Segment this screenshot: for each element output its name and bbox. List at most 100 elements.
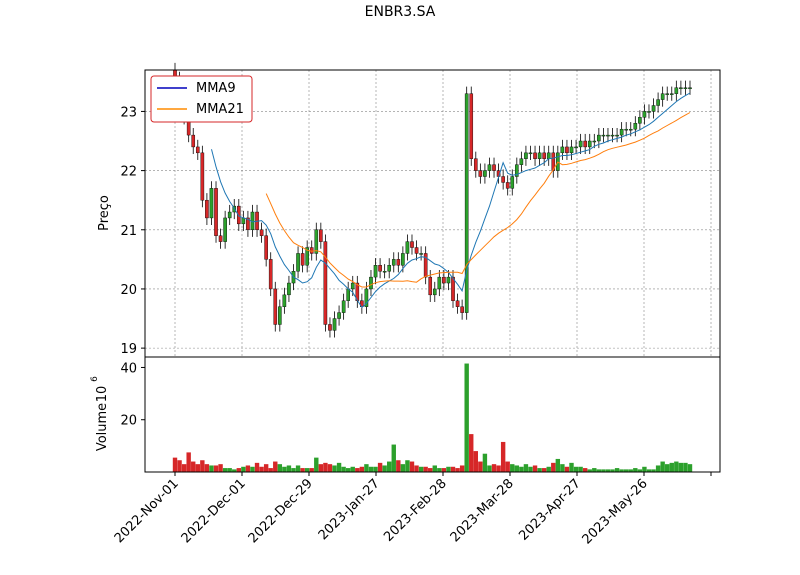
candle-body bbox=[300, 253, 305, 266]
volume-bar bbox=[505, 461, 510, 472]
candle-body bbox=[287, 282, 291, 296]
candle-body bbox=[419, 253, 423, 255]
candle-body bbox=[615, 134, 619, 137]
volume-bar bbox=[387, 461, 392, 472]
volume-bar bbox=[300, 468, 305, 472]
volume-bar bbox=[523, 464, 529, 472]
volume-bar bbox=[623, 469, 629, 472]
candle-body bbox=[565, 146, 569, 154]
volume-bar bbox=[181, 464, 187, 472]
candle-body bbox=[205, 199, 209, 219]
volume-bar bbox=[382, 465, 387, 472]
volume-bar bbox=[222, 468, 228, 472]
volume-bar bbox=[186, 452, 191, 472]
volume-bar bbox=[655, 465, 661, 472]
candle-body bbox=[610, 134, 615, 137]
candle-body bbox=[442, 276, 446, 284]
mma21-line bbox=[265, 112, 691, 288]
candle-body bbox=[432, 288, 437, 296]
volume-bar bbox=[286, 465, 292, 472]
volume-bar bbox=[633, 468, 638, 472]
candle-body bbox=[209, 188, 214, 219]
volume-bar bbox=[232, 469, 237, 472]
volume-bar bbox=[619, 469, 624, 472]
candle-body bbox=[524, 152, 528, 159]
volume-bar bbox=[405, 460, 410, 472]
candle-body bbox=[510, 176, 515, 189]
legend-mma21-label: MMA21 bbox=[196, 102, 244, 117]
candle-body bbox=[341, 300, 346, 313]
volume-bar bbox=[592, 468, 597, 472]
volume-bar bbox=[336, 462, 342, 472]
volume-bar bbox=[669, 462, 674, 472]
volume-bar bbox=[469, 434, 474, 472]
volume-bar bbox=[291, 468, 296, 472]
candle-body bbox=[674, 87, 679, 94]
volume-bar bbox=[564, 466, 570, 472]
volume-bar bbox=[332, 465, 337, 472]
volume-bar bbox=[218, 464, 223, 472]
volume-bar bbox=[327, 464, 333, 472]
volume-bar bbox=[514, 465, 520, 472]
volume-bar bbox=[478, 461, 483, 472]
volume-bar bbox=[646, 469, 652, 472]
candle-body bbox=[574, 146, 578, 149]
volume-bar bbox=[519, 466, 524, 472]
x-tick-label: 2023-Apr-27 bbox=[516, 476, 583, 543]
volume-bar bbox=[391, 444, 396, 472]
candle-body bbox=[246, 217, 250, 230]
price-y-axis-label: Preço bbox=[97, 195, 112, 231]
volume-bar bbox=[355, 468, 360, 472]
volume-bar bbox=[400, 464, 406, 472]
volume-bar bbox=[177, 460, 182, 472]
price-y-ticks: 19 20 21 22 23 bbox=[120, 105, 145, 357]
volume-bar bbox=[546, 466, 551, 472]
candle-body bbox=[218, 235, 223, 242]
candle-body bbox=[328, 324, 332, 331]
candle-body bbox=[373, 265, 378, 278]
candle-body bbox=[396, 259, 401, 266]
candle-body bbox=[282, 294, 287, 307]
price-y-tick-label: 20 bbox=[120, 283, 137, 298]
candle-body bbox=[533, 152, 537, 159]
volume-bar bbox=[491, 464, 497, 472]
candle-body bbox=[483, 170, 487, 177]
volume-bar bbox=[282, 466, 287, 472]
volume-bar bbox=[368, 466, 374, 472]
candle-body bbox=[227, 211, 232, 219]
volume-bar bbox=[605, 469, 611, 472]
volume-bar bbox=[637, 469, 643, 472]
candle-body bbox=[473, 158, 478, 171]
volume-bar bbox=[473, 451, 478, 472]
volume-bar bbox=[195, 464, 200, 472]
x-tick-label: 2023-May-26 bbox=[580, 476, 651, 547]
candle-body bbox=[660, 93, 665, 100]
chart-title: ENBR3.SA bbox=[365, 4, 436, 20]
volume-y-tick-label: 40 bbox=[120, 361, 137, 376]
volume-bar bbox=[660, 461, 665, 472]
candle-body bbox=[410, 241, 414, 248]
volume-bar bbox=[396, 460, 401, 472]
candle-body bbox=[628, 128, 633, 131]
candle-body bbox=[597, 134, 601, 142]
candle-body bbox=[296, 253, 300, 272]
x-tick-label: 2022-Dec-01 bbox=[179, 476, 249, 546]
volume-bar bbox=[409, 461, 415, 472]
volume-bar bbox=[582, 468, 588, 472]
legend: MMA9 MMA21 bbox=[150, 75, 253, 123]
volume-bar bbox=[200, 460, 205, 472]
volume-bar bbox=[377, 462, 383, 472]
volume-bar bbox=[423, 466, 428, 472]
volume-bars bbox=[172, 363, 693, 472]
candle-body bbox=[492, 164, 496, 171]
volume-bar bbox=[213, 465, 219, 472]
candle-body bbox=[606, 134, 610, 137]
candle-body bbox=[464, 93, 469, 313]
volume-bar bbox=[683, 462, 688, 472]
candle-body bbox=[350, 282, 355, 290]
volume-bar bbox=[560, 464, 565, 472]
candle-body bbox=[647, 111, 651, 113]
volume-bar bbox=[674, 461, 679, 472]
volume-bar bbox=[532, 465, 538, 472]
